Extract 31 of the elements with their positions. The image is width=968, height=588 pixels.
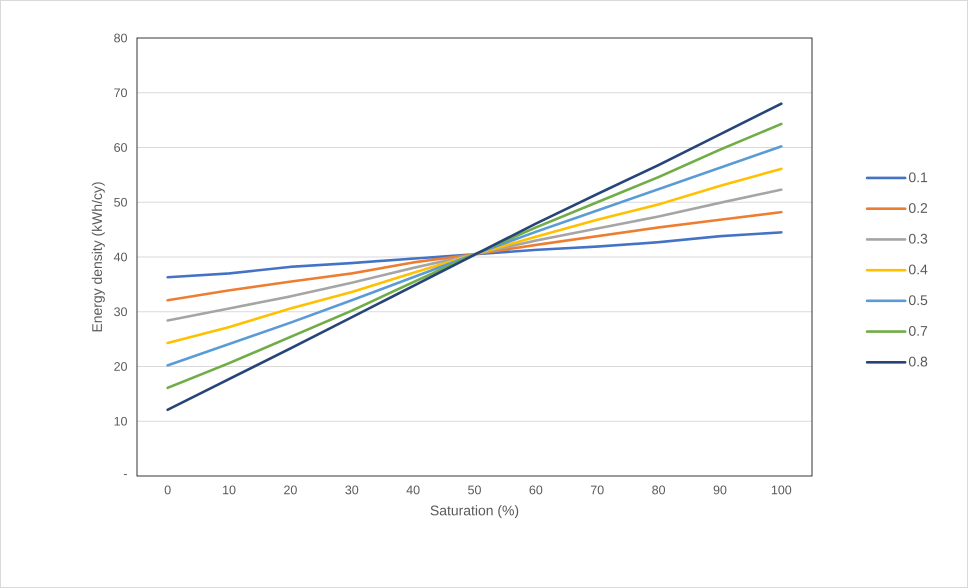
- legend-label: 0.1: [908, 172, 928, 182]
- y-tick-label: 60: [114, 143, 127, 152]
- legend-label: 0.7: [908, 326, 928, 336]
- y-tick-label: 70: [114, 88, 127, 98]
- x-tick-label: 100: [772, 486, 792, 494]
- x-tick-label: 80: [652, 486, 666, 494]
- legend-label: 0.4: [908, 264, 928, 274]
- x-tick-label: 10: [223, 486, 236, 494]
- x-tick-label: 90: [714, 486, 726, 494]
- x-tick-label: 30: [345, 486, 358, 494]
- x-tick-label: 0: [164, 486, 171, 494]
- x-tick-label: 60: [530, 486, 542, 494]
- x-tick-label: 50: [468, 486, 481, 494]
- y-axis-title: Energy density (kWh/cy): [92, 182, 105, 332]
- legend-label: 0.2: [908, 203, 928, 213]
- x-axis-title: Saturation (%): [430, 505, 518, 518]
- y-tick-label: 20: [114, 362, 127, 371]
- y-tick-label: -: [124, 474, 127, 476]
- x-tick-label: 20: [284, 486, 297, 494]
- y-tick-label: 30: [114, 307, 127, 316]
- legend-label: 0.5: [908, 295, 928, 306]
- y-tick-label: 50: [114, 198, 127, 207]
- y-tick-label: 80: [114, 34, 127, 42]
- y-tick-label: 40: [114, 252, 127, 262]
- line-series: [166, 210, 783, 302]
- y-tick-label: 10: [114, 416, 127, 426]
- line-series: [166, 168, 783, 344]
- x-tick-label: 40: [406, 486, 420, 494]
- legend-label: 0.8: [908, 356, 928, 367]
- x-tick-label: 70: [590, 486, 604, 494]
- legend-label: 0.3: [908, 234, 928, 244]
